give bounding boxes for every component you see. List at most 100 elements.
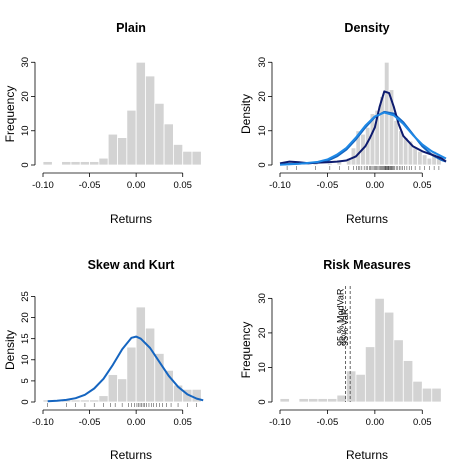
skew-x-tick-label-2: 0.00 (127, 417, 146, 428)
density-y-axis: 0 10 20 30 (257, 57, 273, 168)
risk-bar-13 (412, 380, 423, 403)
risk-y-axis: 0 10 20 30 (257, 293, 273, 405)
risk-y-tick-label-0: 0 (257, 399, 268, 404)
skew-x-tick-label-1: -0.05 (79, 417, 101, 428)
density-x-tick-label-0: -0.10 (269, 180, 291, 191)
density-x-label: Returns (346, 212, 388, 226)
plain-bar-8 (126, 109, 137, 166)
plain-bar-7 (117, 137, 128, 166)
density-title: Density (344, 21, 389, 35)
risk-bar-15 (431, 387, 442, 403)
skew-bar-6 (107, 374, 118, 403)
risk-bar-2 (308, 398, 319, 403)
plain-bar-10 (145, 75, 156, 166)
risk-x-tick-label-3: 0.05 (413, 417, 432, 428)
risk-bar-12 (402, 360, 414, 403)
skew-series-line-0 (47, 335, 204, 403)
risk-bar-9 (374, 297, 385, 403)
density-y-tick-label-1: 10 (257, 125, 268, 136)
risk-x-tick-label-0: -0.10 (269, 417, 291, 428)
skew-y-tick-label-2: 10 (20, 354, 31, 365)
risk-x-tick-label-2: 0.00 (366, 417, 385, 428)
plain-x-tick-label-3: 0.05 (173, 180, 192, 191)
risk-vline-label-1: 95% VaR (340, 308, 350, 346)
skew-bars (42, 306, 202, 403)
plain-bar-13 (172, 144, 184, 166)
density-y-tick-label-3: 30 (257, 57, 268, 68)
skew-y-tick-label-0: 0 (20, 399, 31, 404)
skew-rug (47, 403, 197, 407)
density-x-tick-label-1: -0.05 (317, 180, 339, 191)
plain-bar-15 (191, 150, 202, 166)
skew-y-tick-label-5: 25 (20, 291, 31, 302)
plain-bars (42, 61, 202, 166)
skew-y-axis: 0 5 10 15 20 25 (20, 291, 36, 405)
risk-x-axis: -0.10 -0.05 0.00 0.05 (269, 409, 432, 428)
skew-x-label: Returns (110, 448, 152, 462)
plain-y-label: Frequency (3, 86, 17, 143)
risk-bar-5 (336, 394, 347, 403)
density-bar-15 (393, 120, 399, 166)
plain-y-axis: 0 10 20 30 (20, 57, 36, 168)
plain-bar-12 (163, 123, 174, 166)
skew-x-tick-label-3: 0.05 (173, 417, 192, 428)
skew-y-tick-label-4: 20 (20, 312, 31, 323)
skew-x-axis: -0.10 -0.05 0.00 0.05 (32, 409, 192, 428)
density-bar-19 (412, 147, 418, 166)
panel-plain: Plain -0.10 -0.05 0.00 0.05 0 10 20 30 Returns… (3, 21, 202, 226)
density-y-tick-label-0: 0 (257, 162, 268, 167)
plain-y-tick-label-3: 30 (20, 57, 31, 68)
risk-vline-label-0: 95 % ModVaR (335, 288, 345, 346)
skew-bar-10 (145, 327, 156, 403)
density-rug (286, 166, 440, 170)
risk-bar-14 (421, 387, 433, 403)
plain-y-tick-label-1: 10 (20, 125, 31, 136)
skew-x-tick-label-0: -0.10 (32, 417, 54, 428)
plain-bar-2 (70, 161, 81, 166)
panel-skew: Skew and Kurt -0.10 -0.05 0.00 0.05 0 5 10 15 2… (3, 258, 204, 462)
plain-bar-5 (98, 157, 109, 166)
plain-y-tick-label-0: 0 (20, 162, 31, 167)
plain-bar-4 (89, 161, 100, 166)
plain-bar-9 (135, 61, 146, 166)
plain-x-tick-label-1: -0.05 (79, 180, 101, 191)
density-x-tick-label-2: 0.00 (366, 180, 385, 191)
risk-bar-7 (355, 373, 366, 403)
plain-bar-6 (107, 133, 118, 166)
skew-bar-4 (89, 399, 100, 403)
density-bar-22 (426, 157, 433, 166)
risk-bar-4 (327, 398, 338, 403)
risk-bar-6 (345, 370, 357, 403)
skew-bar-7 (117, 378, 128, 403)
density-y-tick-label-2: 20 (257, 91, 268, 102)
skew-bar-3 (79, 399, 90, 403)
density-lines (279, 90, 447, 166)
density-y-label: Density (239, 94, 253, 134)
risk-bar-10 (383, 311, 395, 403)
density-bar-21 (421, 154, 428, 166)
plain-x-tick-label-2: 0.00 (127, 180, 146, 191)
skew-bar-9 (135, 306, 146, 403)
panel-density: Density -0.10 -0.05 0.00 0.05 0 10 20 30 Retur… (239, 21, 447, 226)
risk-bar-3 (317, 398, 328, 403)
risk-bar-8 (364, 346, 376, 403)
density-bar-20 (417, 150, 423, 166)
plain-bar-11 (154, 102, 165, 166)
risk-bar-1 (298, 398, 309, 403)
plain-bar-1 (61, 161, 72, 166)
plain-bar-3 (79, 161, 90, 166)
plain-bar-14 (182, 150, 193, 166)
skew-y-label: Density (3, 330, 17, 370)
skew-lines (47, 335, 204, 403)
risk-bar-11 (393, 339, 404, 403)
density-x-tick-label-3: 0.05 (413, 180, 432, 191)
skew-bar-2 (70, 399, 81, 403)
skew-title: Skew and Kurt (88, 258, 176, 272)
skew-y-tick-label-1: 5 (20, 378, 31, 383)
risk-x-tick-label-1: -0.05 (317, 417, 339, 428)
risk-bar-0 (279, 398, 290, 403)
plain-x-label: Returns (110, 212, 152, 226)
risk-y-label: Frequency (239, 322, 253, 379)
